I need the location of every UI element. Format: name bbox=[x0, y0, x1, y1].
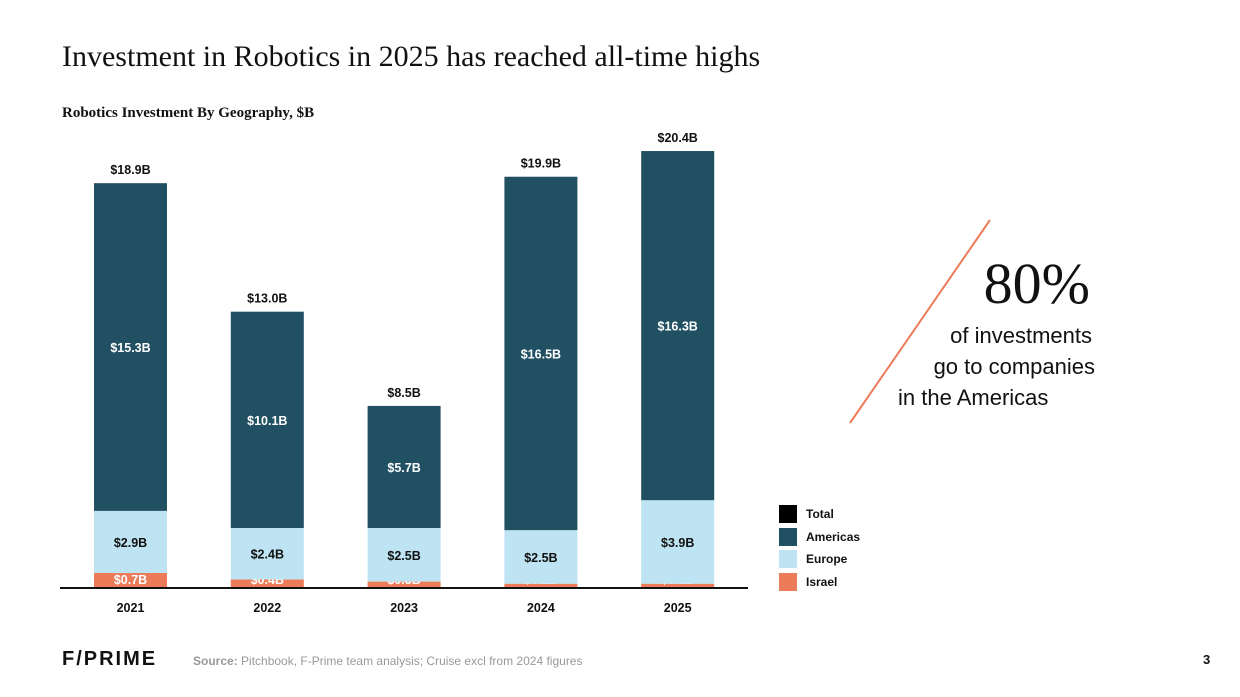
total-label: $20.4B bbox=[658, 131, 698, 145]
legend-swatch bbox=[779, 550, 797, 569]
bar-israel bbox=[641, 583, 715, 588]
data-label-americas: $15.3B bbox=[110, 341, 150, 355]
data-label-europe: $2.9B bbox=[114, 536, 147, 550]
bar-europe bbox=[230, 528, 304, 580]
callout-line: in the Americas bbox=[898, 385, 1049, 410]
callout-line: go to companies bbox=[933, 354, 1095, 379]
bar-israel bbox=[504, 583, 578, 588]
data-label-americas: $10.1B bbox=[247, 414, 287, 428]
x-tick-label: 2023 bbox=[390, 601, 418, 615]
bar-americas bbox=[367, 405, 441, 529]
legend-label: Americas bbox=[806, 529, 861, 544]
bar-americas bbox=[230, 311, 304, 529]
legend-swatch bbox=[779, 527, 797, 546]
bar-europe bbox=[641, 500, 715, 584]
legend-swatch bbox=[779, 572, 797, 591]
bar-israel bbox=[367, 581, 441, 588]
data-label-europe: $3.9B bbox=[661, 536, 694, 550]
bar-europe bbox=[504, 530, 578, 584]
total-label: $18.9B bbox=[110, 163, 150, 177]
x-tick-label: 2022 bbox=[253, 601, 281, 615]
legend-swatch bbox=[779, 505, 797, 524]
legend-item-israel: Israel bbox=[779, 571, 860, 594]
legend-label: Total bbox=[806, 507, 834, 522]
data-label-europe: $2.5B bbox=[524, 551, 557, 565]
slide-title: Investment in Robotics in 2025 has reach… bbox=[62, 40, 761, 73]
x-tick-label: 2024 bbox=[527, 601, 555, 615]
callout-line: of investments bbox=[950, 323, 1092, 348]
x-tick-label: 2021 bbox=[117, 601, 145, 615]
bar-americas bbox=[504, 176, 578, 531]
callout-text: of investments go to companies in the Am… bbox=[880, 320, 1095, 413]
bar-americas bbox=[94, 183, 167, 511]
fprime-logo: F/PRIME bbox=[62, 648, 158, 670]
source-label: Source: bbox=[193, 654, 238, 668]
bar-israel bbox=[230, 579, 304, 588]
data-label-europe: $2.5B bbox=[387, 549, 420, 563]
x-tick-label: 2025 bbox=[664, 601, 692, 615]
total-label: $8.5B bbox=[387, 386, 420, 400]
legend-label: Israel bbox=[806, 574, 838, 589]
bar-israel bbox=[94, 573, 167, 588]
bar-europe bbox=[94, 510, 167, 574]
legend-item-europe: Europe bbox=[779, 548, 860, 571]
chart-legend: Total Americas Europe Israel bbox=[779, 503, 860, 593]
page-number: 3 bbox=[1203, 652, 1211, 667]
chart-title: Robotics Investment By Geography, $B bbox=[62, 105, 315, 121]
callout-value: 80% bbox=[983, 251, 1090, 316]
data-label-americas: $16.3B bbox=[658, 320, 698, 334]
data-label-europe: $2.4B bbox=[251, 548, 284, 562]
bar-europe bbox=[367, 528, 441, 582]
callout-divider bbox=[849, 219, 991, 424]
bar-americas bbox=[641, 151, 715, 501]
source-note: Source: Pitchbook, F-Prime team analysis… bbox=[193, 654, 582, 668]
data-label-israel: $0.7B bbox=[114, 573, 147, 587]
total-label: $13.0B bbox=[247, 292, 287, 306]
legend-item-americas: Americas bbox=[779, 526, 860, 549]
source-text: Pitchbook, F-Prime team analysis; Cruise… bbox=[237, 654, 583, 668]
data-label-americas: $5.7B bbox=[387, 461, 420, 475]
legend-item-total: Total bbox=[779, 503, 860, 526]
legend-label: Europe bbox=[806, 552, 848, 567]
data-label-americas: $16.5B bbox=[521, 347, 561, 361]
total-label: $19.9B bbox=[521, 157, 561, 171]
